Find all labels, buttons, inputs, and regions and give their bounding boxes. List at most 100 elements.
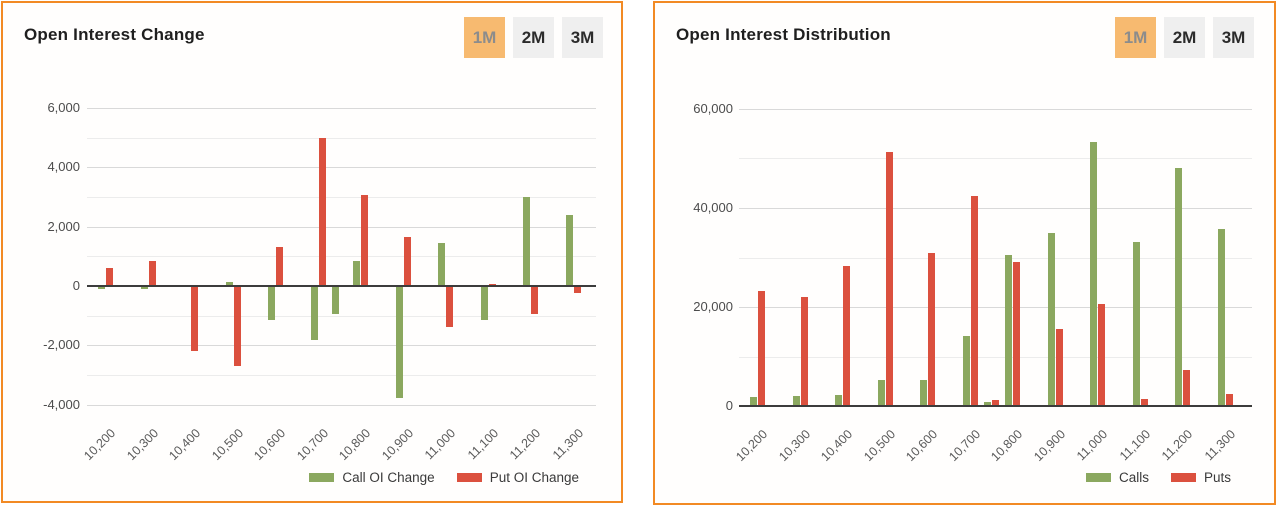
call-bar	[878, 380, 885, 406]
put-bar	[361, 195, 368, 286]
y-axis-label: 4,000	[47, 159, 80, 174]
x-axis-label: 10,200	[80, 426, 118, 463]
call-bar	[750, 397, 757, 406]
x-axis-label: 10,200	[732, 427, 770, 464]
call-bar	[1133, 242, 1140, 406]
legend-item-call-oi-change[interactable]: Call OI Change	[309, 470, 435, 485]
legend-item-puts[interactable]: Puts	[1170, 470, 1231, 485]
gridline	[739, 258, 1252, 259]
gridline	[739, 158, 1252, 159]
x-axis-label: 11,300	[549, 426, 586, 463]
timeframe-button-2m[interactable]: 2M	[513, 17, 554, 58]
call-bar	[1048, 233, 1055, 406]
x-axis-label: 11,300	[1201, 427, 1238, 464]
x-axis-label: 10,300	[123, 426, 161, 463]
put-bar	[191, 287, 198, 351]
put-bar	[1056, 329, 1063, 406]
y-axis-label: 40,000	[693, 200, 733, 215]
call-bar	[835, 395, 842, 406]
gridline	[87, 138, 596, 139]
panel-title: Open Interest Change	[24, 25, 205, 44]
call-bar	[793, 396, 800, 406]
x-axis-label: 11,100	[1116, 427, 1153, 464]
put-bar	[574, 287, 581, 293]
call-bar	[396, 287, 403, 398]
call-bar	[1175, 168, 1182, 406]
x-axis-label: 10,500	[860, 427, 898, 464]
timeframe-button-3m[interactable]: 3M	[1213, 17, 1254, 58]
legend-swatch	[456, 473, 482, 482]
legend-label: Calls	[1118, 470, 1149, 485]
put-bar	[404, 237, 411, 286]
call-bar	[438, 243, 445, 286]
x-axis-label: 10,600	[902, 427, 940, 464]
gridline	[87, 197, 596, 198]
x-axis-label: 10,500	[208, 426, 246, 463]
put-bar	[758, 291, 765, 406]
timeframe-button-3m[interactable]: 3M	[562, 17, 603, 58]
put-bar	[1183, 370, 1190, 406]
legend-swatch	[1170, 473, 1196, 482]
legend-label: Put OI Change	[489, 470, 579, 485]
gridline	[87, 405, 596, 406]
put-bar	[234, 287, 241, 366]
zero-axis-line	[739, 405, 1252, 407]
put-bar	[446, 287, 453, 327]
put-bar	[1013, 262, 1020, 406]
call-bar	[920, 380, 927, 406]
zero-axis-line	[87, 285, 596, 287]
gridline	[87, 375, 596, 376]
legend-item-calls[interactable]: Calls	[1085, 470, 1149, 485]
y-axis-label: 0	[725, 398, 733, 413]
timeframe-button-2m[interactable]: 2M	[1164, 17, 1205, 58]
put-bar	[1226, 394, 1233, 406]
gridline	[87, 108, 596, 109]
call-bar	[98, 287, 105, 289]
y-axis-label: 20,000	[693, 299, 733, 314]
legend-item-put-oi-change[interactable]: Put OI Change	[456, 470, 579, 485]
call-bar	[984, 402, 991, 406]
gridline	[87, 167, 596, 168]
x-axis-label: 11,200	[506, 426, 543, 463]
y-axis-label: 60,000	[693, 101, 733, 116]
chart-legend: Calls Puts	[1085, 470, 1231, 485]
put-bar	[149, 261, 156, 286]
call-bar	[523, 197, 530, 286]
legend-swatch	[1085, 473, 1111, 482]
timeframe-button-1m[interactable]: 1M	[1115, 17, 1156, 58]
call-bar	[353, 261, 360, 286]
y-axis-label: -4,000	[43, 397, 80, 412]
y-axis-label: 6,000	[47, 100, 80, 115]
put-bar	[992, 400, 999, 406]
panel-title: Open Interest Distribution	[676, 25, 891, 44]
call-bar	[1218, 229, 1225, 406]
call-bar	[963, 336, 970, 406]
put-bar	[106, 268, 113, 286]
put-bar	[276, 247, 283, 286]
gridline	[87, 256, 596, 257]
call-bar	[311, 287, 318, 340]
put-bar	[971, 196, 978, 406]
open-interest-change-panel: Open Interest Change 1M 2M 3M 6,000 4,000…	[1, 1, 623, 503]
gridline	[87, 345, 596, 346]
x-axis-label: 11,100	[464, 426, 501, 463]
gridline	[739, 208, 1252, 209]
timeframe-button-1m[interactable]: 1M	[464, 17, 505, 58]
put-bar	[1098, 304, 1105, 406]
call-bar	[566, 215, 573, 286]
put-bar	[928, 253, 935, 406]
x-axis-label: 10,900	[378, 426, 416, 463]
call-bar	[141, 287, 148, 289]
timeframe-selector: 1M 2M 3M	[464, 17, 603, 58]
y-axis-label: 0	[72, 278, 80, 293]
put-bar	[843, 266, 850, 406]
x-axis-label: 10,300	[775, 427, 813, 464]
put-bar	[319, 138, 326, 287]
call-bar	[268, 287, 275, 320]
oi-change-chart: 6,000 4,000 2,000 0 -2,000 -4,000 10,200 10,300…	[3, 3, 621, 501]
call-bar	[226, 282, 233, 286]
call-bar	[481, 287, 488, 320]
put-bar	[531, 287, 538, 314]
call-bar	[332, 287, 339, 314]
